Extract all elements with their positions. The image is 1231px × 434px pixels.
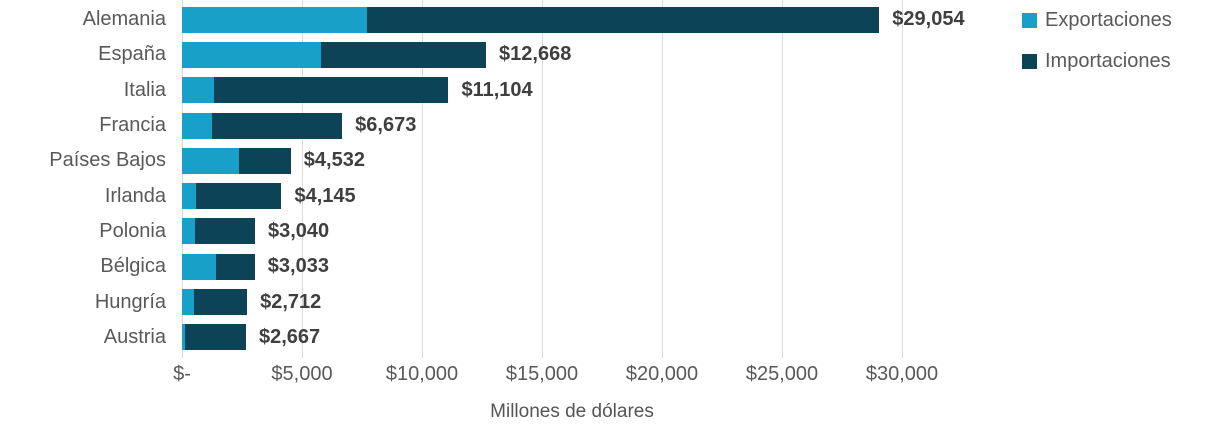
- bar-segment-importaciones: [195, 183, 282, 210]
- category-label: Polonia: [99, 219, 166, 242]
- bar-segment-importaciones: [215, 253, 255, 280]
- category-label: Francia: [99, 114, 166, 137]
- total-data-label: $2,667: [259, 325, 321, 348]
- gridline: [782, 0, 783, 358]
- bar-segment-importaciones: [193, 289, 248, 316]
- x-tick-label: $30,000: [865, 363, 939, 385]
- x-tick-label: $15,000: [505, 363, 579, 385]
- legend-swatch-icon: [1022, 12, 1037, 28]
- legend-item-importaciones: Importaciones: [1022, 47, 1172, 75]
- category-label: Alemania: [82, 8, 166, 31]
- total-data-label: $29,054: [892, 8, 965, 31]
- total-data-label: $3,040: [267, 219, 330, 242]
- bar-segment-exportaciones: [182, 218, 196, 245]
- x-tick-label: $20,000: [625, 363, 699, 385]
- bar-segment-importaciones: [367, 6, 880, 33]
- legend-label: Exportaciones: [1045, 8, 1172, 31]
- legend-swatch-icon: [1022, 53, 1037, 69]
- bar-segment-importaciones: [212, 112, 343, 139]
- total-data-label: $12,668: [499, 43, 572, 66]
- bar-segment-exportaciones: [182, 253, 216, 280]
- bar-segment-exportaciones: [182, 147, 239, 174]
- gridline: [422, 0, 423, 358]
- bar-segment-exportaciones: [182, 183, 196, 210]
- bar-segment-importaciones: [321, 41, 487, 68]
- bar-segment-exportaciones: [182, 77, 214, 104]
- category-label: Bélgica: [100, 255, 166, 278]
- bar-segment-exportaciones: [182, 289, 194, 316]
- legend: Exportaciones Importaciones: [1022, 6, 1172, 88]
- total-data-label: $11,104: [461, 78, 533, 101]
- category-label: Irlanda: [104, 184, 166, 207]
- gridline: [302, 0, 303, 358]
- bar-segment-importaciones: [184, 324, 246, 351]
- legend-label: Importaciones: [1045, 49, 1171, 72]
- bar-segment-exportaciones: [182, 41, 322, 68]
- total-data-label: $2,712: [260, 290, 322, 313]
- gridline: [902, 0, 903, 358]
- gridline: [182, 0, 183, 358]
- total-data-label: $4,145: [294, 184, 356, 207]
- x-tick-label: $-: [173, 363, 191, 385]
- x-tick-label: $10,000: [385, 363, 459, 385]
- gridline: [662, 0, 663, 358]
- category-label: Austria: [103, 325, 166, 348]
- category-label: Hungría: [94, 290, 166, 313]
- legend-item-exportaciones: Exportaciones: [1022, 6, 1172, 34]
- x-tick-label: $5,000: [271, 363, 333, 385]
- bar-segment-exportaciones: [182, 6, 368, 33]
- total-data-label: $6,673: [355, 114, 417, 137]
- category-label: España: [98, 43, 166, 66]
- bar-segment-importaciones: [213, 77, 449, 104]
- bar-segment-exportaciones: [182, 324, 185, 351]
- total-data-label: $3,033: [267, 255, 329, 278]
- x-axis-title: Millones de dólares: [490, 401, 654, 422]
- total-data-label: $4,532: [303, 149, 365, 172]
- bar-segment-exportaciones: [182, 112, 212, 139]
- bar-segment-importaciones: [195, 218, 255, 245]
- category-label: Italia: [123, 78, 166, 101]
- x-tick-label: $25,000: [745, 363, 819, 385]
- gridline: [542, 0, 543, 358]
- bar-segment-importaciones: [238, 147, 291, 174]
- category-label: Países Bajos: [49, 149, 166, 172]
